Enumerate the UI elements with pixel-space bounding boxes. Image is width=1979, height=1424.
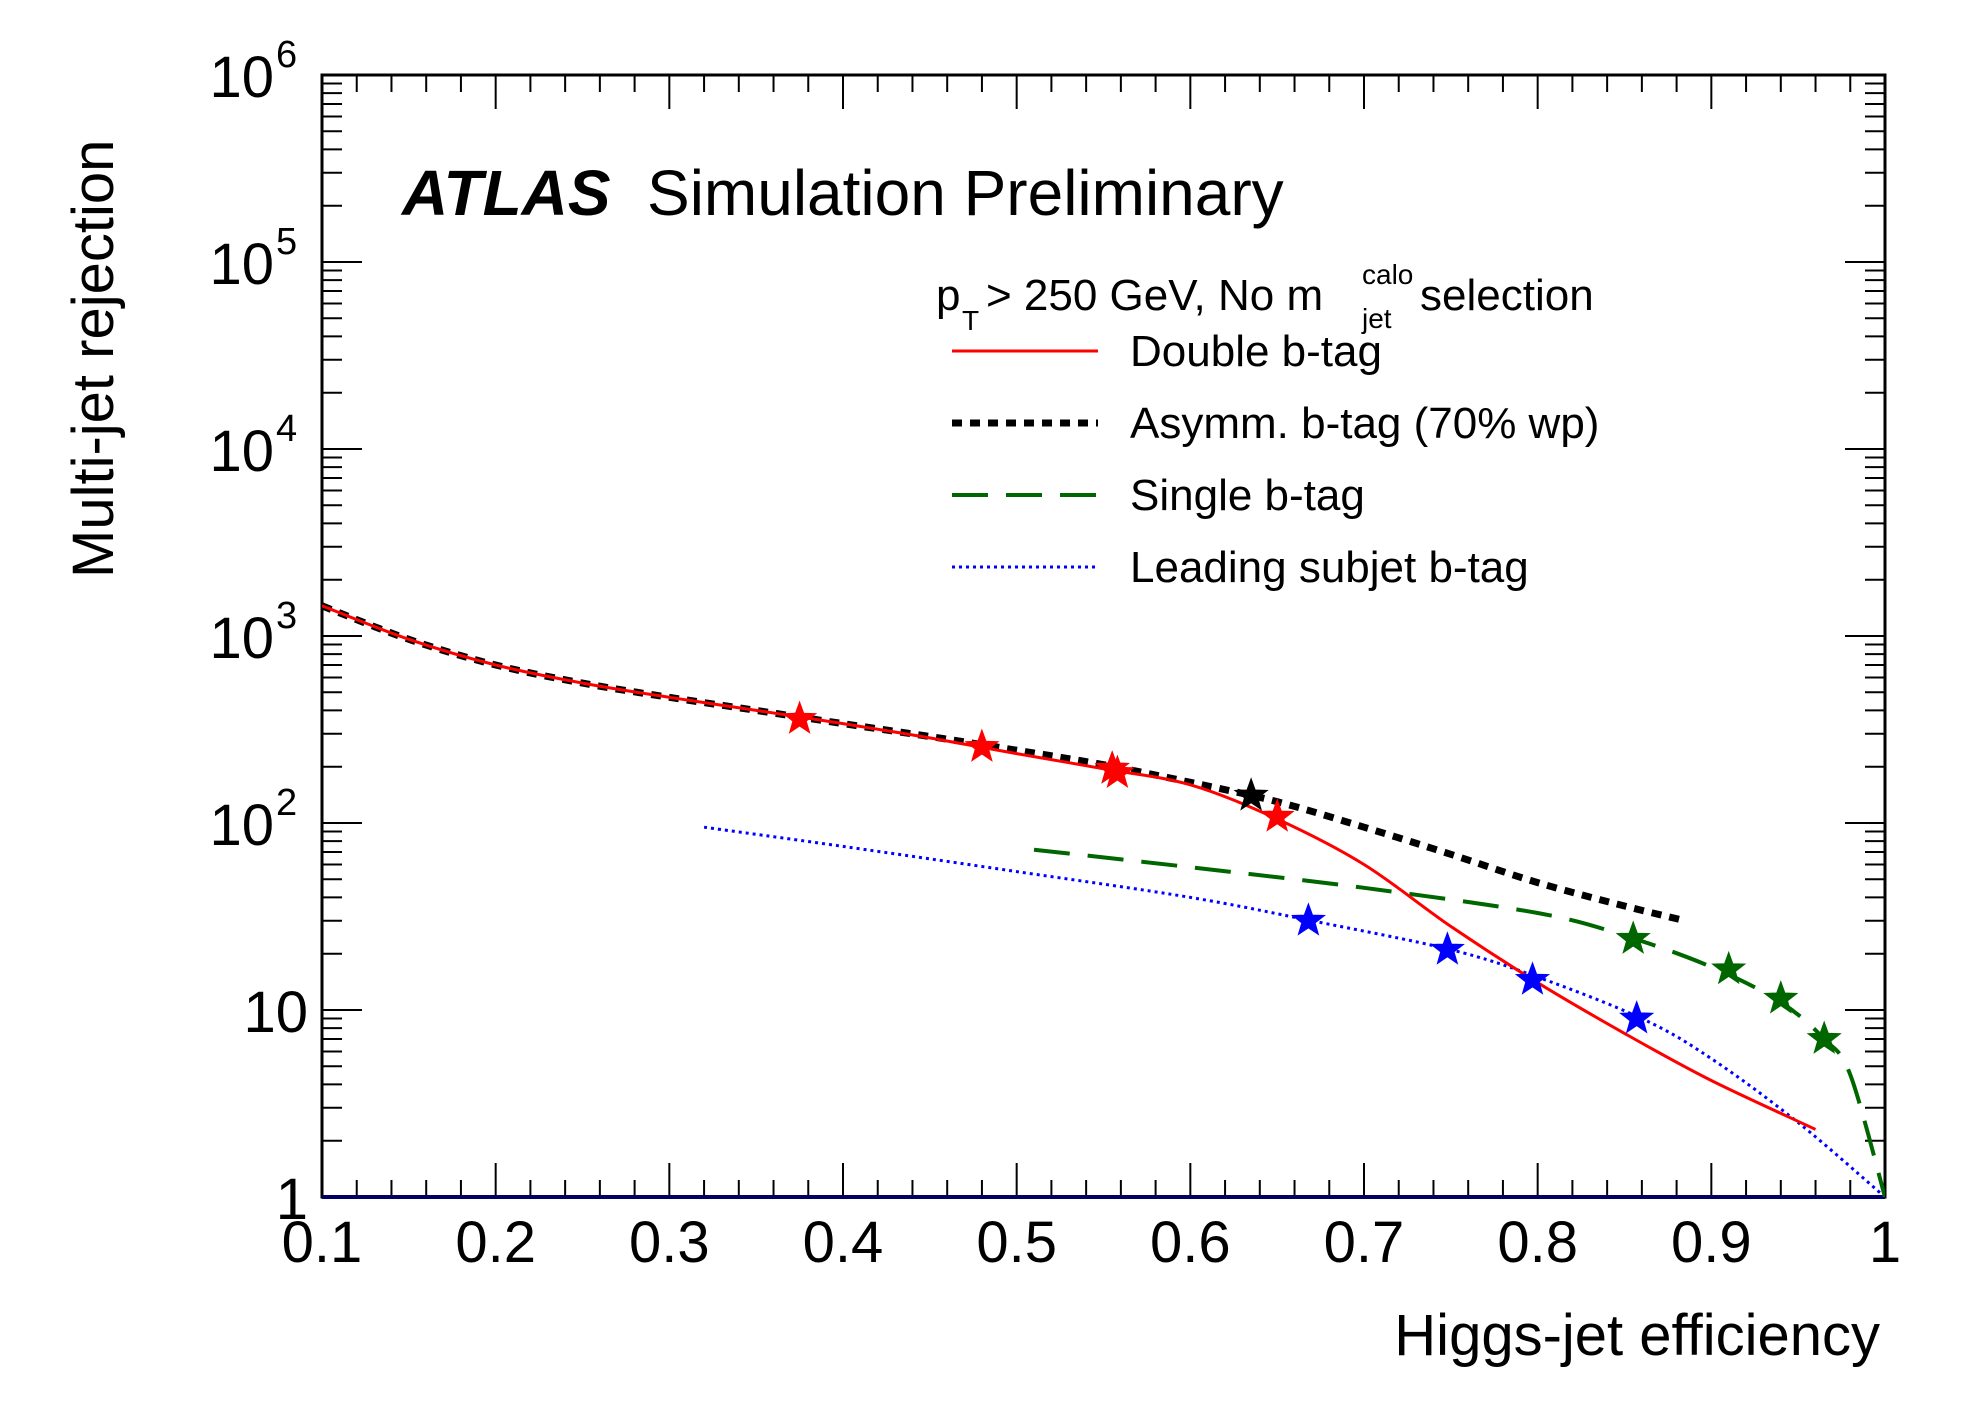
x-tick-label: 0.8 [1497, 1210, 1578, 1275]
svg-text:jet: jet [1361, 303, 1392, 334]
series-lines [322, 602, 1885, 1197]
x-tick-label: 1 [1869, 1210, 1901, 1275]
legend: Double b-tag Asymm. b-tag (70% wp) Single … [952, 327, 1599, 592]
legend-label: Double b-tag [1130, 327, 1382, 376]
star-marker [964, 728, 1000, 762]
y-axis-ticks [322, 74, 1885, 1198]
star-marker [1233, 777, 1269, 811]
svg-text:calo: calo [1362, 259, 1413, 290]
star-marker [782, 700, 818, 734]
y-tick-label: 1 [276, 1167, 308, 1232]
series-line [322, 604, 1817, 1131]
x-axis-ticks [321, 75, 1886, 1197]
star-marker [1711, 950, 1747, 985]
star-marker [1615, 920, 1651, 954]
y-tick-label: 10 [209, 419, 274, 484]
experiment-sublabel: Simulation Preliminary [647, 157, 1284, 229]
y-tick-label-exponent: 4 [276, 408, 297, 450]
legend-label: Single b-tag [1130, 471, 1365, 520]
x-axis-tick-labels: 0.1 0.2 0.3 0.4 0.5 0.6 0.7 0.8 0.9 1 [282, 1210, 1901, 1275]
y-tick-label: 10 [209, 45, 274, 110]
y-tick-label-exponent: 5 [276, 221, 297, 263]
star-marker [1290, 902, 1326, 936]
y-tick-label-exponent: 3 [276, 595, 297, 637]
x-tick-label: 0.7 [1324, 1210, 1405, 1275]
y-axis-title: Multi-jet rejection [61, 140, 126, 578]
y-tick-label: 10 [243, 980, 308, 1045]
x-axis-title: Higgs-jet efficiency [1394, 1303, 1880, 1368]
legend-label: Leading subjet b-tag [1130, 543, 1529, 592]
svg-text:p: p [936, 271, 960, 320]
y-tick-label: 10 [209, 232, 274, 297]
svg-text:T: T [962, 305, 979, 336]
x-tick-label: 0.2 [455, 1210, 536, 1275]
legend-label: Asymm. b-tag (70% wp) [1130, 399, 1599, 448]
x-tick-label: 0.4 [803, 1210, 884, 1275]
x-tick-label: 0.5 [976, 1210, 1057, 1275]
experiment-label: ATLAS [400, 157, 611, 229]
star-marker [1619, 1000, 1655, 1034]
svg-text:> 250 GeV, No m: > 250 GeV, No m [986, 271, 1323, 320]
x-tick-label: 0.3 [629, 1210, 710, 1275]
series-line [322, 602, 1687, 925]
star-marker [1763, 980, 1799, 1014]
selection-text: p T > 250 GeV, No m calo jet selection [936, 259, 1594, 336]
star-marker [1429, 931, 1465, 965]
series-line [1033, 847, 1885, 1197]
x-tick-label: 0.6 [1150, 1210, 1231, 1275]
star-marker [1806, 1020, 1842, 1054]
y-tick-label-exponent: 6 [276, 34, 297, 76]
series-markers [782, 700, 1842, 1054]
series-line [703, 825, 1885, 1197]
x-tick-label: 0.1 [282, 1210, 363, 1275]
star-marker [1259, 798, 1295, 832]
star-marker [1514, 961, 1550, 995]
svg-text:selection: selection [1420, 271, 1594, 320]
star-marker [1099, 754, 1135, 788]
plot-frame [320, 73, 1887, 1199]
y-tick-label: 10 [209, 793, 274, 858]
x-tick-label: 0.9 [1671, 1210, 1752, 1275]
y-tick-label: 10 [209, 606, 274, 671]
y-tick-label-exponent: 2 [276, 782, 297, 824]
